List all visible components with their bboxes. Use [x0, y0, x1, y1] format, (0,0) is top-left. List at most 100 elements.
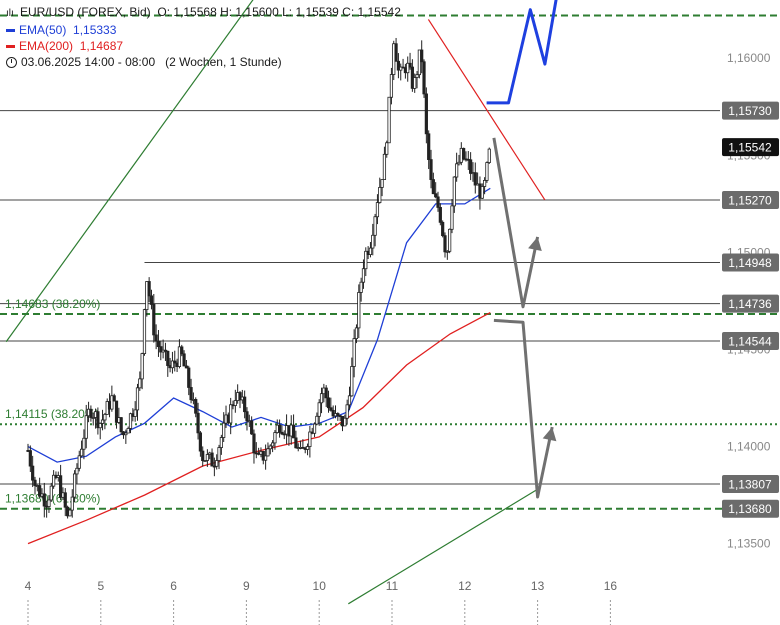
ema200-swatch	[6, 45, 15, 49]
candle-body	[462, 147, 466, 160]
candle-body	[350, 366, 354, 397]
projection-path	[486, 0, 558, 105]
candle-body	[138, 378, 142, 389]
candle-body	[77, 455, 81, 469]
candle-body	[371, 234, 375, 249]
projection-path	[492, 137, 540, 309]
candle-body	[222, 422, 226, 438]
x-axis-tick-label: 11	[386, 579, 399, 593]
price-tag-label: 1,15542	[728, 141, 772, 155]
legend-symbol-row: ılı EUR/USD (FOREX, Bid) O: 1,15568 H: 1,…	[6, 4, 401, 22]
candle-body	[308, 431, 312, 447]
ema50-line	[27, 187, 491, 463]
candle-body	[250, 420, 254, 435]
candle-body	[380, 179, 384, 188]
candle-body	[217, 447, 221, 461]
trendline	[5, 0, 254, 343]
candles-icon: ılı	[6, 8, 14, 19]
x-axis-tick-label: 16	[604, 579, 618, 593]
price-level-tag	[722, 499, 779, 518]
candle-body	[238, 392, 242, 401]
candle-body	[33, 479, 37, 486]
candle-body	[359, 281, 363, 293]
candle-body	[347, 395, 352, 406]
candle-body	[75, 467, 79, 475]
y-axis-tick-label: 1,14000	[727, 440, 771, 454]
candle-body	[438, 207, 442, 223]
price-tag-label: 1,14736	[728, 297, 772, 311]
candle-body	[373, 216, 377, 236]
candle-body	[441, 221, 445, 237]
candle-body	[394, 43, 398, 62]
candle-body	[219, 437, 223, 448]
candle-body	[72, 473, 77, 498]
candle-body	[59, 475, 63, 498]
candle-body	[79, 448, 84, 457]
candles-layer	[26, 37, 491, 519]
candle-body	[49, 485, 53, 501]
candle-body	[429, 159, 433, 180]
projection-arrowhead	[528, 236, 542, 251]
candle-body	[194, 399, 198, 414]
candle-body	[147, 281, 151, 297]
candle-body	[82, 437, 86, 450]
candle-body	[70, 496, 74, 511]
legend-ema50-row: EMA(50) 1,15333	[6, 22, 401, 38]
candle-body	[233, 400, 237, 406]
price-tag-label: 1,14544	[728, 334, 772, 348]
candle-body	[184, 365, 189, 369]
candle-body	[455, 163, 459, 178]
candle-body	[68, 509, 72, 517]
trendline	[348, 488, 538, 605]
current-price-tag	[722, 138, 779, 157]
candle-body	[469, 159, 473, 174]
candle-body	[415, 74, 419, 78]
candle-body	[149, 295, 154, 305]
grid-layer	[27, 600, 611, 625]
candle-body	[31, 465, 35, 481]
price-tag-label: 1,15730	[728, 104, 772, 118]
clock-icon	[6, 57, 17, 69]
candle-body	[203, 460, 207, 462]
candle-body	[431, 179, 435, 195]
candle-body	[135, 387, 140, 411]
candle-body	[133, 409, 137, 417]
candle-body	[100, 419, 105, 424]
candle-body	[387, 96, 391, 144]
candle-body	[312, 423, 317, 434]
candle-body	[154, 334, 158, 342]
candle-body	[294, 437, 298, 449]
price-level-tag	[722, 253, 779, 272]
candle-body	[28, 450, 32, 467]
candle-body	[336, 413, 340, 417]
candle-body	[361, 268, 366, 283]
candle-body	[324, 387, 328, 399]
candle-body	[156, 340, 161, 348]
candle-body	[420, 49, 424, 63]
candle-body	[450, 205, 454, 230]
candle-body	[473, 172, 477, 186]
candle-body	[189, 387, 193, 401]
candle-body	[140, 353, 144, 380]
period: (2 Wochen, 1 Stunde)	[165, 55, 282, 69]
ema50-swatch	[6, 29, 15, 33]
candle-body	[103, 413, 107, 421]
projection-arrowhead	[542, 427, 557, 442]
candle-body	[89, 408, 93, 418]
candle-body	[378, 187, 382, 203]
price-level-tag	[722, 331, 779, 350]
price-tag-label: 1,13807	[728, 478, 772, 492]
projection-path	[493, 318, 554, 499]
fibonacci-level-label: 1,14115 (38.20%)	[5, 407, 100, 421]
legend-range-row: 03.06.2025 14:00 - 08:00 (2 Wochen, 1 St…	[6, 54, 401, 70]
ema200-value: 1,14687	[79, 39, 124, 53]
candle-body	[47, 499, 51, 507]
date-range: 03.06.2025 14:00 - 08:00	[21, 55, 156, 69]
candle-body	[448, 228, 452, 252]
axis-layer: 1,135001,140001,145001,150001,155001,160…	[25, 51, 779, 593]
price-tag-label: 1,15270	[728, 193, 772, 207]
candle-body	[326, 397, 331, 409]
y-axis-tick-label: 1,13500	[727, 537, 771, 551]
candle-body	[268, 445, 272, 450]
